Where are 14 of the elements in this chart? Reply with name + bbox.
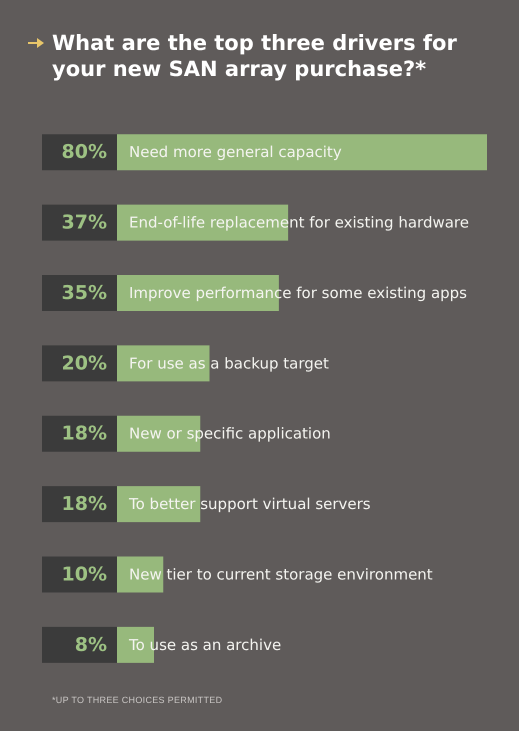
data-label: 35%	[62, 282, 107, 304]
text: *UP TO THREE CHOICES PERMITTED	[52, 695, 222, 705]
data-label: 37%	[62, 212, 107, 234]
data-label: 8%	[74, 634, 107, 656]
data-label: 10%	[62, 563, 107, 586]
y-tick-label: New tier to current storage environment	[129, 565, 433, 584]
data-label: 20%	[62, 352, 107, 374]
y-tick-label: To better support virtual servers	[128, 495, 371, 514]
y-tick-label: For use as a backup target	[129, 354, 329, 372]
data-label: 80%	[62, 141, 107, 164]
data-label: 18%	[62, 422, 107, 445]
data-label: 18%	[62, 493, 107, 516]
chart-title: What are the top three drivers for your new SAN array purchase?*	[52, 30, 458, 82]
y-tick-label: Need more general capacity	[129, 143, 342, 162]
